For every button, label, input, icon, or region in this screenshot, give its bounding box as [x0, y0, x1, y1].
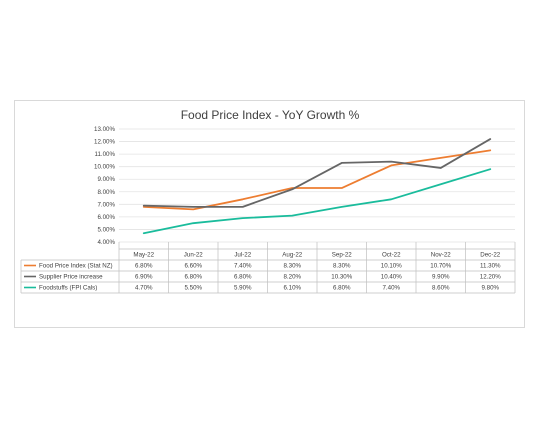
x-tick-label: Aug-22: [282, 252, 303, 259]
y-tick-label: 4.00%: [97, 239, 115, 246]
chart-frame: Food Price Index - YoY Growth % 4.00% 5.0…: [14, 100, 525, 328]
x-tick-label: Oct-22: [382, 252, 401, 259]
y-tick-label: 13.00%: [94, 126, 115, 133]
data-label: 7.40%: [382, 285, 400, 292]
data-label: 8.60%: [432, 285, 450, 292]
x-tick-label: Sep-22: [332, 252, 353, 259]
series-line: [142, 149, 492, 211]
legend-series-name: Food Price Index (Stat NZ): [39, 263, 113, 270]
data-label: 6.80%: [234, 274, 252, 281]
data-label: 6.80%: [135, 263, 153, 270]
data-label: 4.70%: [135, 285, 153, 292]
y-tick-label: 8.00%: [97, 189, 115, 196]
y-tick-label: 6.00%: [97, 214, 115, 221]
y-tick-label: 9.00%: [97, 176, 115, 183]
data-label: 5.50%: [184, 285, 202, 292]
data-label: 12.20%: [480, 274, 501, 281]
y-tick-label: 5.00%: [97, 226, 115, 233]
data-label: 8.30%: [283, 263, 301, 270]
data-label: 6.80%: [333, 285, 351, 292]
data-label: 8.30%: [333, 263, 351, 270]
data-label: 10.10%: [381, 263, 402, 270]
data-label: 6.10%: [283, 285, 301, 292]
data-label: 11.30%: [480, 263, 501, 270]
data-label: 10.30%: [331, 274, 352, 281]
legend-series-name: Foodstuffs (FPI Cals): [39, 285, 97, 292]
x-tick-label: May-22: [133, 252, 154, 259]
x-tick-label: Jun-22: [184, 252, 203, 259]
data-label: 6.60%: [184, 263, 202, 270]
chart-title: Food Price Index - YoY Growth %: [181, 108, 360, 122]
data-label: 6.80%: [184, 274, 202, 281]
x-tick-label: Nov-22: [431, 252, 452, 259]
legend-series-name: Supplier Price increase: [39, 274, 103, 281]
line-chart: Food Price Index - YoY Growth % 4.00% 5.0…: [20, 108, 516, 294]
x-tick-label: Jul-22: [234, 252, 251, 259]
data-label: 8.20%: [283, 274, 301, 281]
data-label: 9.80%: [481, 285, 499, 292]
data-label: 10.70%: [430, 263, 451, 270]
x-tick-label: Dec-22: [480, 252, 501, 259]
series-line: [142, 168, 492, 235]
y-tick-label: 11.00%: [94, 151, 115, 158]
data-label: 7.40%: [234, 263, 252, 270]
data-label: 5.90%: [234, 285, 252, 292]
y-tick-label: 7.00%: [97, 201, 115, 208]
series-line: [142, 138, 492, 208]
y-tick-label: 10.00%: [94, 164, 115, 171]
data-label: 6.90%: [135, 274, 153, 281]
data-label: 9.90%: [432, 274, 450, 281]
data-label: 10.40%: [381, 274, 402, 281]
y-tick-label: 12.00%: [94, 139, 115, 146]
